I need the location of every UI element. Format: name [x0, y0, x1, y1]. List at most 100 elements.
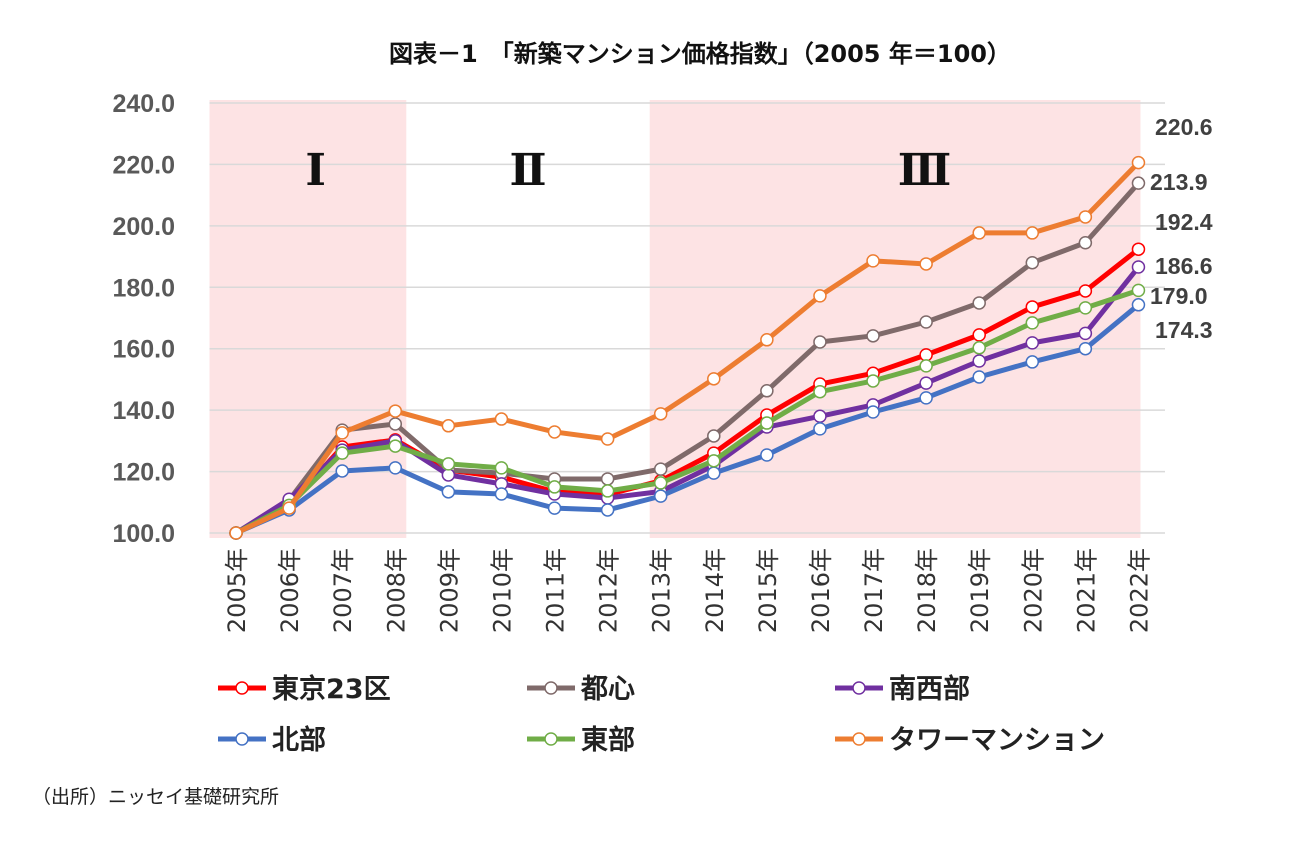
x-tick-label: 2014年 — [701, 548, 729, 633]
data-point — [866, 374, 880, 388]
data-point — [707, 429, 721, 443]
data-point — [335, 464, 349, 478]
series-line — [234, 287, 1140, 536]
data-point — [1025, 226, 1040, 240]
legend-label: タワーマンション — [889, 725, 1105, 756]
data-point — [388, 404, 403, 418]
y-tick-label: 200.0 — [112, 213, 175, 241]
data-point — [919, 348, 933, 362]
data-point — [972, 354, 986, 368]
data-point — [653, 407, 668, 421]
data-point — [600, 484, 615, 498]
legend-marker — [852, 681, 866, 695]
series-line — [234, 265, 1141, 536]
x-tick-label: 2008年 — [382, 548, 410, 633]
data-point — [600, 472, 615, 486]
y-tick-label: 120.0 — [112, 459, 175, 487]
data-point — [388, 461, 403, 475]
data-point — [919, 391, 933, 405]
data-point — [335, 426, 349, 440]
region-label: Ⅱ — [509, 145, 546, 196]
series-5 — [229, 155, 1146, 540]
end-value-label: 220.6 — [1155, 114, 1213, 140]
data-point — [1131, 242, 1146, 256]
data-point — [1131, 283, 1146, 298]
y-tick-label: 240.0 — [112, 90, 175, 118]
region-label: Ⅲ — [898, 145, 952, 196]
data-point — [1025, 255, 1040, 270]
end-value-label: 213.9 — [1150, 169, 1208, 195]
data-point — [1078, 301, 1093, 315]
data-point — [547, 480, 562, 494]
legend-label: 東京23区 — [272, 673, 391, 705]
data-point — [600, 432, 615, 446]
legend-marker — [852, 732, 866, 746]
end-value-label: 174.3 — [1155, 317, 1213, 343]
legend-marker — [544, 681, 558, 695]
chart-title: 図表－1 「新築マンション価格指数」（2005 年＝100） — [389, 40, 1011, 68]
source-note: （出所）ニッセイ基礎研究所 — [32, 786, 279, 808]
x-tick-label: 2011年 — [542, 548, 570, 633]
series-line — [234, 181, 1141, 536]
data-point — [1025, 300, 1040, 314]
data-point — [707, 454, 721, 468]
data-point — [653, 462, 668, 476]
data-point — [229, 526, 243, 540]
series-line — [234, 160, 1141, 536]
data-point — [441, 468, 456, 482]
data-point — [547, 501, 562, 515]
data-point — [866, 254, 880, 268]
legend-item: 東京23区 — [218, 673, 391, 705]
x-tick-label: 2006年 — [276, 548, 304, 633]
x-tick-label: 2005年 — [223, 548, 251, 633]
data-point — [653, 476, 668, 490]
end-value-label: 179.0 — [1150, 283, 1208, 309]
data-point — [760, 384, 774, 398]
y-tick-label: 180.0 — [112, 274, 175, 302]
data-point — [760, 416, 774, 430]
data-point — [760, 333, 774, 347]
series-line — [235, 302, 1141, 536]
data-point — [1078, 236, 1093, 250]
x-tick-label: 2020年 — [1019, 548, 1047, 633]
legend-marker — [235, 732, 249, 746]
data-point — [760, 448, 774, 462]
x-tick-label: 2021年 — [1072, 548, 1100, 633]
data-point — [653, 489, 668, 503]
data-point — [813, 384, 827, 399]
data-point — [494, 412, 509, 426]
data-point — [335, 446, 349, 460]
y-tick-label: 160.0 — [112, 336, 175, 364]
data-point — [972, 296, 986, 310]
data-point — [494, 487, 509, 501]
data-point — [388, 417, 403, 431]
data-point — [441, 457, 456, 471]
legend-item: 都心 — [527, 674, 635, 705]
end-value-label: 192.4 — [1155, 209, 1213, 235]
data-point — [707, 466, 721, 480]
data-point — [1025, 316, 1040, 330]
x-tick-label: 2015年 — [754, 548, 782, 633]
x-tick-label: 2012年 — [595, 548, 623, 633]
y-tick-label: 220.0 — [112, 151, 175, 179]
data-point — [919, 315, 933, 329]
y-tick-label: 140.0 — [112, 397, 175, 425]
data-point — [813, 409, 827, 424]
data-point — [1078, 326, 1093, 341]
data-point — [707, 372, 721, 386]
data-point — [972, 370, 986, 384]
data-point — [547, 425, 562, 439]
x-tick-label: 2019年 — [966, 548, 994, 633]
data-point — [1131, 176, 1146, 190]
data-point — [1078, 210, 1093, 224]
data-point — [919, 257, 933, 271]
data-point — [600, 503, 615, 517]
data-point — [1131, 260, 1146, 274]
end-value-label: 186.6 — [1155, 253, 1213, 279]
data-point — [388, 439, 403, 453]
data-point — [494, 461, 509, 475]
legend-item: 東部 — [527, 724, 635, 756]
data-point — [1131, 155, 1146, 170]
y-tick-label: 100.0 — [112, 520, 175, 548]
region-band — [209, 100, 407, 538]
